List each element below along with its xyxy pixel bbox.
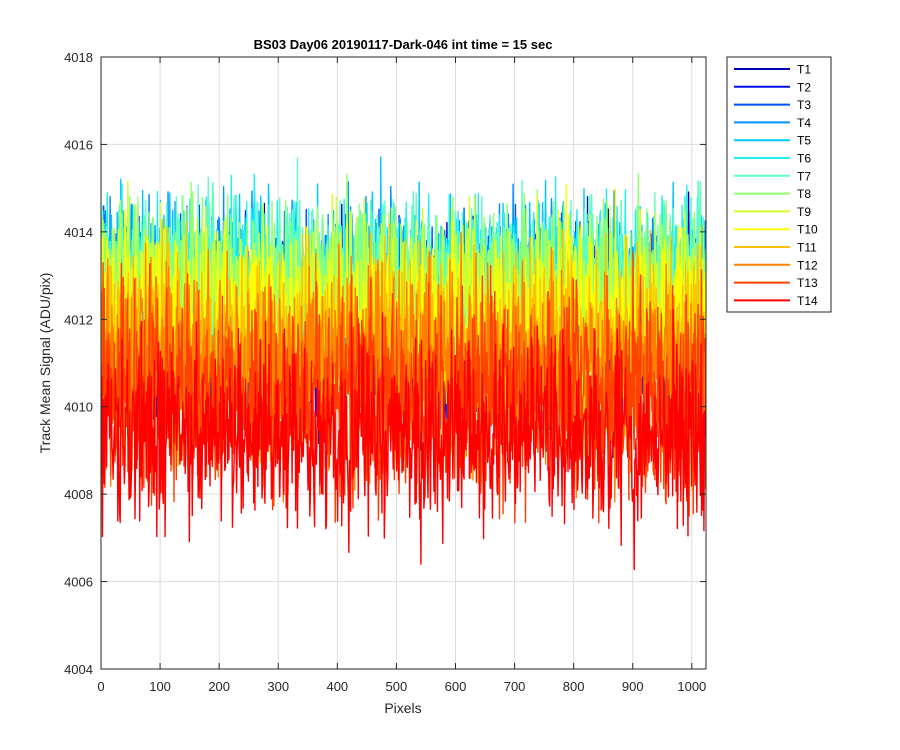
x-tick-label: 200 [208, 679, 230, 694]
legend-label-t9: T9 [797, 205, 811, 219]
legend-label-t3: T3 [797, 98, 811, 112]
legend-label-t4: T4 [797, 116, 811, 130]
legend: T1 T2 T3 T4 T5 T6 T7 T8 T9 T10 T11 T12 T13 T14 [726, 56, 832, 313]
y-axis-label: Track Mean Signal (ADU/pix) [37, 273, 53, 454]
legend-label-t14: T14 [797, 294, 818, 308]
legend-label-t10: T10 [797, 223, 818, 237]
tick-labels: 0 100 200 300 400 500 600 700 800 900 1000 4004 4006… [64, 50, 706, 694]
legend-label-t5: T5 [797, 134, 811, 148]
legend-label-t7: T7 [797, 169, 811, 183]
y-tick-label: 4012 [64, 312, 93, 327]
legend-label-t2: T2 [797, 80, 811, 94]
x-tick-label: 600 [445, 679, 467, 694]
y-tick-label: 4018 [64, 50, 93, 65]
legend-label-t1: T1 [797, 63, 811, 77]
y-tick-label: 4008 [64, 487, 93, 502]
x-axis-label: Pixels [384, 700, 421, 716]
x-tick-label: 800 [563, 679, 585, 694]
series-line-t14 [100, 309, 707, 571]
x-tick-label: 500 [386, 679, 408, 694]
legend-label-t12: T12 [797, 258, 818, 272]
axis-ticks [100, 56, 706, 670]
series-line-t13 [100, 251, 707, 524]
x-tick-label: 0 [97, 679, 104, 694]
legend-label-t13: T13 [797, 276, 818, 290]
y-tick-label: 4006 [64, 575, 93, 590]
x-tick-label: 1000 [677, 679, 706, 694]
legend-label-t11: T11 [797, 241, 817, 255]
chart-title: BS03 Day06 20190117-Dark-046 int time = … [254, 37, 553, 52]
legend-label-t8: T8 [797, 187, 811, 201]
y-tick-label: 4010 [64, 400, 93, 415]
x-tick-label: 400 [326, 679, 348, 694]
y-tick-label: 4014 [64, 225, 93, 240]
x-tick-label: 300 [267, 679, 289, 694]
plot-frame [100, 56, 707, 670]
x-tick-label: 700 [504, 679, 526, 694]
legend-box [726, 56, 832, 313]
y-tick-label: 4004 [64, 662, 93, 677]
x-tick-label: 900 [622, 679, 644, 694]
x-tick-label: 100 [149, 679, 171, 694]
y-tick-label: 4016 [64, 137, 93, 152]
series-layer [100, 156, 707, 571]
legend-label-t6: T6 [797, 152, 811, 166]
